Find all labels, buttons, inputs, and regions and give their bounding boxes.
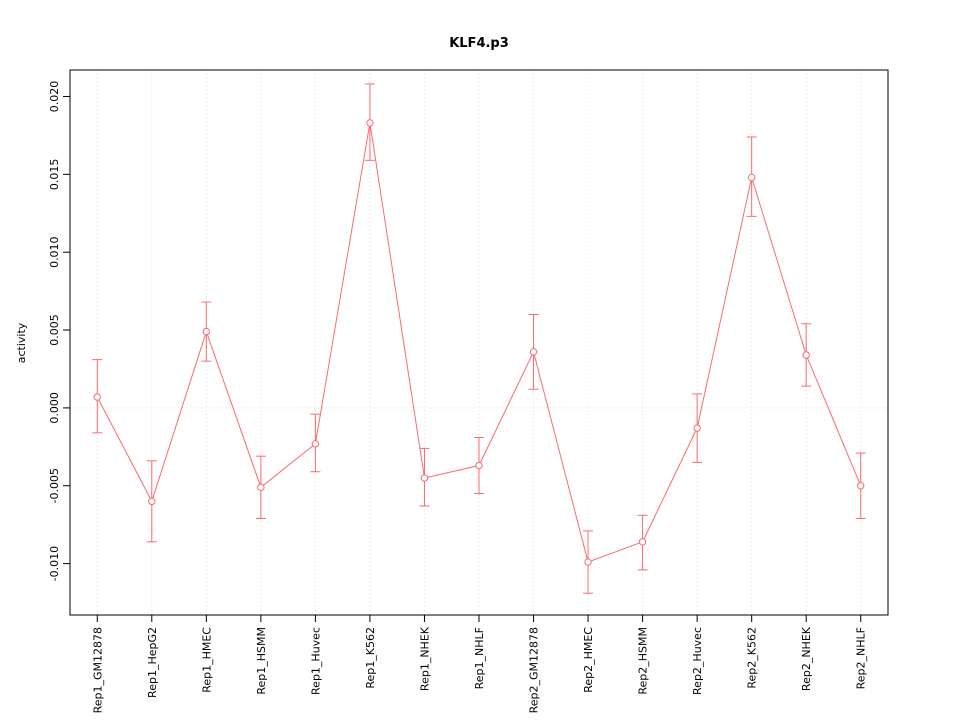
x-tick-label: Rep1_NHEK — [418, 626, 431, 691]
y-tick-label: 0.015 — [48, 159, 61, 191]
data-point — [802, 351, 810, 359]
data-point — [584, 558, 592, 566]
x-tick-label: Rep2_HMEC — [582, 627, 595, 693]
plot-area: -0.010 -0.005 0.000 0.005 0.010 0.015 0.020 Rep… — [48, 69, 889, 713]
x-tick-label: Rep1_HSMM — [255, 627, 268, 695]
data-point — [148, 497, 156, 506]
x-tick-label: Rep2_NHLF — [855, 627, 868, 689]
chart-title: KLF4.p3 — [449, 36, 509, 51]
y-tick-label: 0.020 — [48, 81, 61, 113]
data-point — [638, 538, 647, 546]
x-tick-label: Rep1_GM12878 — [91, 627, 104, 713]
x-tick-label: Rep1_NHLF — [473, 627, 486, 689]
y-tick-label: 0.005 — [48, 314, 61, 346]
data-point — [693, 424, 701, 432]
x-tick-label: Rep2_NHEK — [800, 626, 813, 691]
data-point — [202, 327, 211, 336]
y-axis-label: activity — [15, 322, 28, 363]
x-tick-label: Rep2_K562 — [746, 627, 759, 689]
data-point — [529, 348, 538, 356]
y-tick-label: -0.010 — [48, 546, 61, 581]
data-point — [420, 474, 429, 482]
data-point — [257, 483, 265, 492]
data-point — [747, 173, 756, 182]
y-tick-label: -0.005 — [48, 468, 61, 503]
x-tick-label: Rep1_Huvec — [309, 627, 322, 695]
x-tick-label: Rep1_HMEC — [200, 627, 213, 693]
data-point — [475, 461, 483, 470]
data-point — [311, 440, 320, 448]
y-tick-label: 0.010 — [48, 236, 61, 268]
x-tick-label: Rep1_K562 — [364, 627, 377, 689]
data-point — [366, 119, 374, 127]
y-tick-label: 0.000 — [48, 392, 61, 424]
x-tick-label: Rep1_HepG2 — [146, 627, 159, 698]
data-point — [93, 393, 101, 401]
x-tick-label: Rep2_Huvec — [691, 627, 704, 695]
x-tick-label: Rep2_GM12878 — [528, 627, 541, 713]
x-tick-label: Rep2_HSMM — [637, 627, 650, 695]
data-point — [857, 482, 865, 490]
